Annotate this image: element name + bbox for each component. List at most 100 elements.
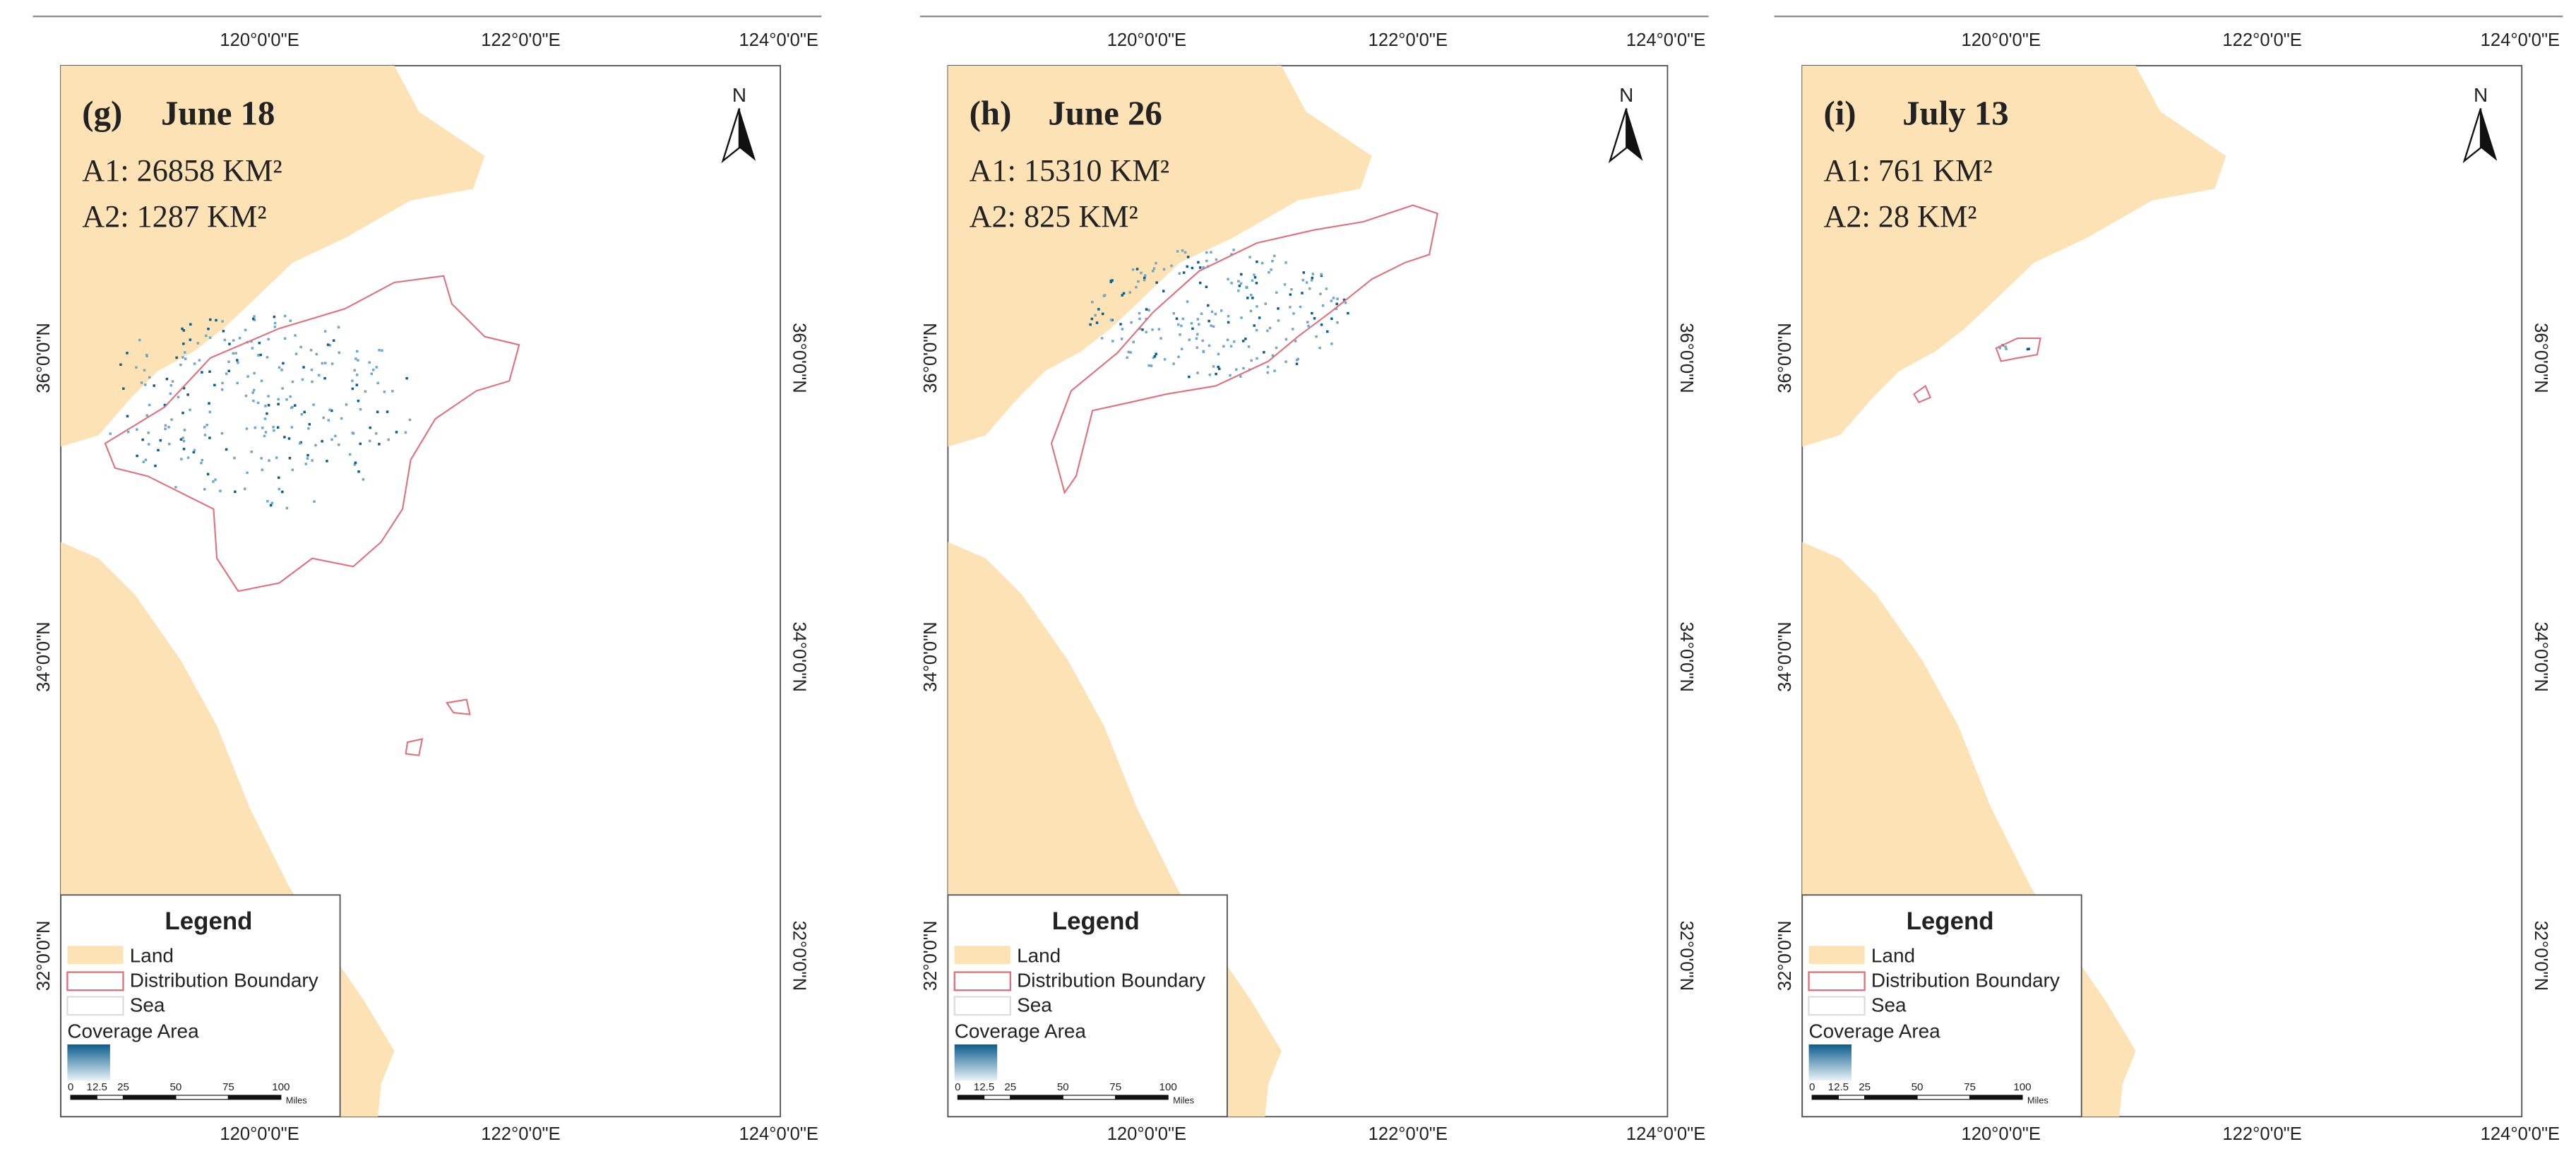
- coverage-pixel: [391, 390, 394, 393]
- coverage-pixel: [1266, 371, 1270, 374]
- coverage-pixel: [351, 431, 354, 434]
- coverage-pixel: [351, 379, 354, 382]
- coverage-pixel: [1226, 338, 1229, 342]
- coverage-pixel: [348, 453, 352, 456]
- coverage-pixel: [278, 366, 281, 369]
- coverage-pixel: [1197, 261, 1200, 264]
- lat-label: 34°0'0"N: [1775, 621, 1795, 692]
- coverage-pixel: [1121, 328, 1124, 331]
- legend-gradient: [1808, 1044, 1852, 1081]
- coverage-pixel: [359, 442, 362, 446]
- coverage-pixel: [1302, 271, 1306, 274]
- coverage-pixel: [1135, 285, 1138, 289]
- coverage-pixel: [1202, 350, 1205, 353]
- coverage-pixel: [273, 326, 277, 328]
- scale-seg: [70, 1095, 97, 1100]
- lon-label: 124°0'0"E: [739, 30, 818, 50]
- legend-title: Legend: [1907, 907, 1994, 935]
- area-a2: A2: 825 KM²: [970, 199, 1138, 234]
- coverage-pixel: [368, 361, 371, 364]
- legend-label: Sea: [130, 994, 165, 1016]
- coverage-pixel: [1319, 292, 1322, 295]
- coverage-pixel: [182, 448, 186, 451]
- coverage-pixel: [330, 362, 334, 365]
- coverage-pixel: [181, 356, 184, 359]
- coverage-pixel: [1325, 330, 1329, 333]
- coverage-pixel: [1250, 359, 1253, 362]
- coverage-pixel: [1150, 364, 1153, 367]
- legend-label: Coverage Area: [1809, 1020, 1941, 1042]
- coverage-pixel: [1310, 279, 1313, 282]
- coverage-pixel: [1097, 308, 1100, 311]
- coverage-pixel: [251, 347, 254, 350]
- coverage-pixel: [1119, 323, 1122, 326]
- coverage-pixel: [213, 383, 216, 387]
- coverage-pixel: [1299, 305, 1302, 309]
- coverage-pixel: [1186, 256, 1190, 258]
- coverage-pixel: [263, 434, 266, 438]
- coverage-pixel: [253, 371, 256, 375]
- scale-label: 0: [68, 1081, 73, 1093]
- coverage-pixel: [1090, 317, 1094, 321]
- coverage-pixel: [1301, 292, 1304, 294]
- coverage-pixel: [1238, 285, 1241, 287]
- scale-seg: [1115, 1095, 1169, 1100]
- coverage-pixel: [206, 472, 210, 476]
- lat-label: 34°0'0"N: [789, 621, 809, 692]
- scale-label: 12.5: [974, 1081, 994, 1093]
- coverage-pixel: [227, 360, 230, 364]
- coverage-pixel: [273, 315, 276, 318]
- coverage-pixel: [244, 394, 248, 398]
- coverage-pixel: [1095, 321, 1099, 324]
- coverage-pixel: [1177, 355, 1180, 359]
- coverage-pixel: [145, 355, 148, 358]
- coverage-pixel: [307, 427, 310, 430]
- lat-label: 32°0'0"N: [2531, 921, 2551, 992]
- coverage-pixel: [1186, 265, 1188, 268]
- coverage-pixel: [277, 398, 280, 401]
- coverage-pixel: [1230, 253, 1233, 256]
- coverage-pixel: [1332, 297, 1335, 299]
- scale-label: 50: [170, 1081, 182, 1093]
- coverage-pixel: [1208, 373, 1212, 376]
- coverage-pixel: [312, 403, 315, 406]
- coverage-pixel: [301, 378, 304, 381]
- coverage-pixel: [322, 416, 325, 419]
- coverage-pixel: [270, 501, 274, 505]
- coverage-pixel: [203, 434, 207, 436]
- coverage-pixel: [281, 490, 284, 494]
- scale-label: 12.5: [1828, 1081, 1849, 1093]
- coverage-pixel: [1157, 328, 1161, 331]
- coverage-pixel: [357, 470, 360, 473]
- coverage-pixel: [175, 356, 178, 359]
- coverage-pixel: [119, 363, 122, 367]
- coverage-pixel: [1325, 287, 1328, 290]
- legend-label: Sea: [1017, 994, 1052, 1016]
- coverage-pixel: [267, 338, 270, 341]
- coverage-pixel: [294, 404, 297, 407]
- coverage-pixel: [371, 368, 375, 371]
- coverage-pixel: [1196, 333, 1199, 336]
- coverage-pixel: [266, 356, 269, 359]
- coverage-pixel: [309, 349, 313, 352]
- north-arrow: [1608, 108, 1628, 164]
- coverage-pixel: [353, 463, 356, 466]
- lat-label: 36°0'0"N: [2531, 323, 2551, 393]
- coverage-pixel: [291, 405, 294, 409]
- north-label: N: [2474, 84, 2488, 106]
- north-arrow: [739, 108, 756, 161]
- coverage-pixel: [395, 431, 398, 434]
- legend-swatch: [66, 971, 124, 992]
- coverage-pixel: [182, 343, 185, 345]
- coverage-pixel: [287, 437, 291, 440]
- coverage-pixel: [236, 381, 239, 385]
- coverage-pixel: [1217, 365, 1220, 369]
- coverage-pixel: [327, 419, 330, 422]
- coverage: [109, 314, 412, 510]
- coverage-pixel: [126, 352, 129, 355]
- scale-label: 75: [1109, 1081, 1121, 1093]
- coverage-pixel: [1271, 354, 1275, 357]
- coverage-pixel: [181, 436, 184, 439]
- coverage-pixel: [283, 314, 287, 318]
